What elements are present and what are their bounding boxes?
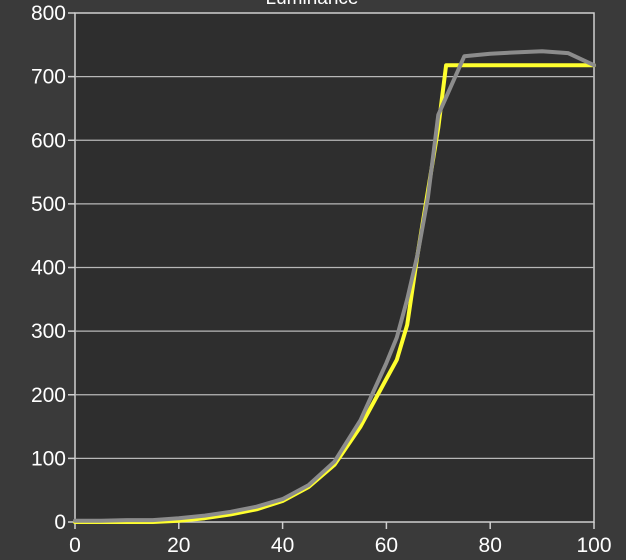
x-tick-label: 40: [271, 534, 294, 555]
x-tick-label: 80: [479, 534, 502, 555]
y-tick-label: 800: [31, 2, 66, 25]
y-tick-label: 100: [31, 447, 66, 470]
series-line-1: [73, 63, 596, 524]
chart-title: Luminance: [266, 0, 359, 9]
x-tick-label: 0: [69, 534, 81, 555]
series-lines: [73, 49, 596, 524]
x-tick-label: 100: [576, 534, 611, 555]
x-tick-label: 60: [375, 534, 398, 555]
tick-labels: 0 100 200 300 400 500 600 700 800 0 20 40 60 80 100: [31, 2, 612, 557]
x-tick-label: 20: [167, 534, 190, 555]
series-line-2: [73, 49, 596, 523]
y-tick-label: 600: [31, 129, 66, 152]
y-tick-label: 400: [31, 257, 66, 280]
y-tick-label: 200: [31, 384, 66, 407]
axes: [68, 12, 595, 529]
y-tick-label: 0: [54, 511, 66, 534]
y-tick-label: 500: [31, 193, 66, 216]
y-tick-label: 700: [31, 66, 66, 89]
grid-lines: [74, 12, 595, 523]
y-tick-label: 300: [31, 320, 66, 343]
